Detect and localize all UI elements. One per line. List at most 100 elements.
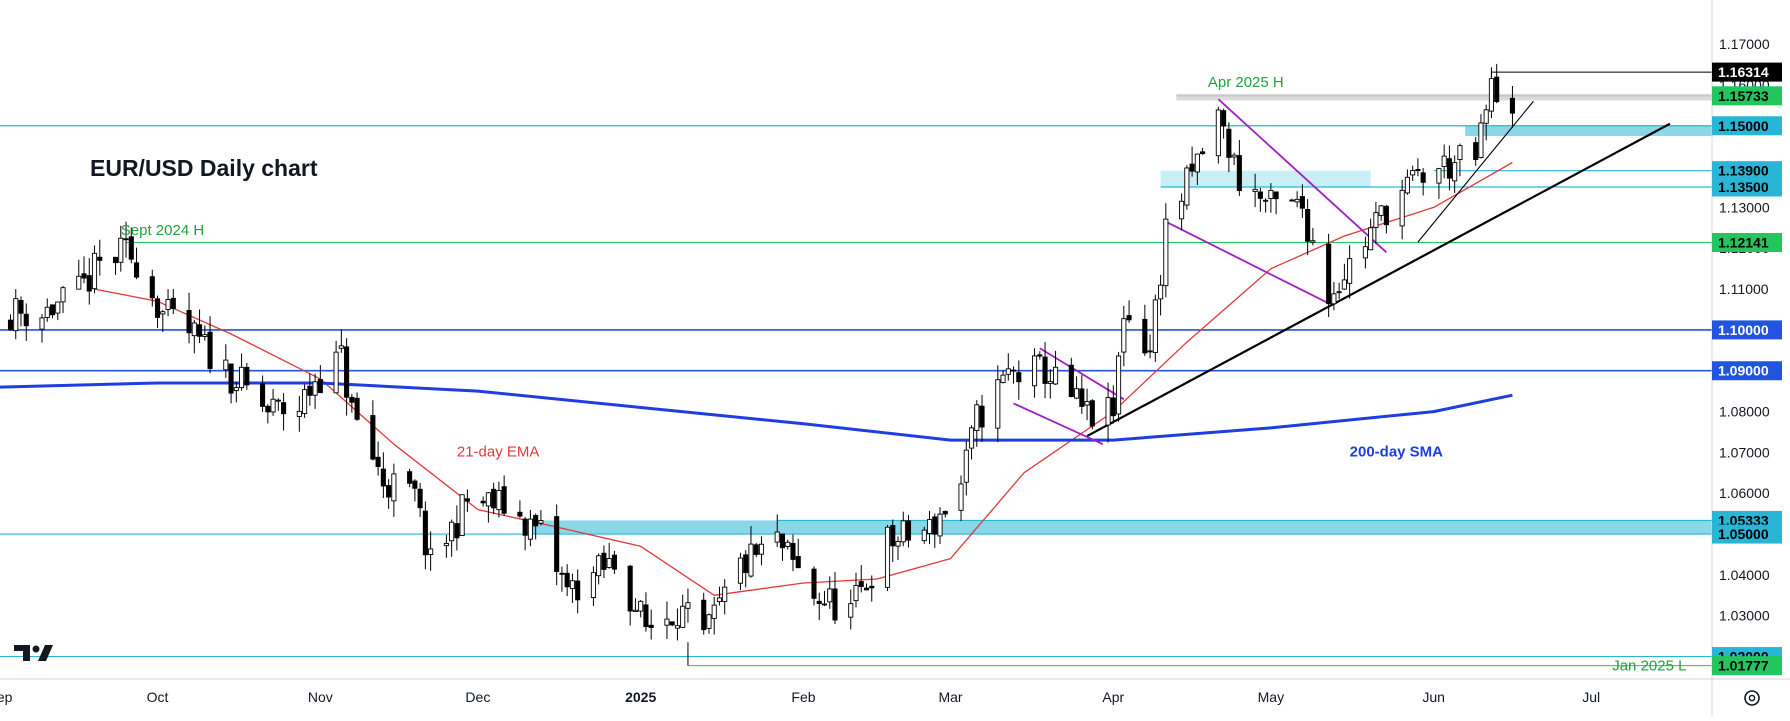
time-tick-label: Oct: [147, 689, 169, 705]
candle-body-up: [496, 490, 502, 511]
chart-settings-gear-icon[interactable]: [1744, 690, 1760, 706]
candle: [863, 583, 870, 591]
candle-body-up: [706, 614, 712, 629]
annotation-label: 21-day EMA: [457, 443, 540, 460]
candle-body-up: [223, 359, 229, 371]
candle-body-up: [974, 404, 980, 431]
candle: [133, 247, 140, 280]
candle: [685, 588, 691, 623]
candle: [611, 550, 617, 575]
candle-body-down: [281, 402, 287, 415]
candle-body-down: [197, 324, 203, 337]
candle: [827, 576, 833, 609]
candle-body-down: [627, 565, 633, 612]
price-tag-1-12141: 1.12141: [1712, 232, 1782, 252]
candle-body-up: [312, 381, 318, 396]
candle: [895, 536, 901, 560]
candle: [1053, 350, 1059, 386]
candle-body-down: [863, 587, 870, 591]
candle: [1179, 193, 1185, 231]
candle-body-up: [39, 317, 45, 330]
candle: [748, 526, 754, 578]
candle: [18, 296, 24, 327]
time-tick-label: Sep: [0, 689, 13, 705]
candle: [296, 395, 302, 432]
candle: [1478, 114, 1484, 159]
candle: [233, 381, 239, 403]
candle-body-up: [333, 351, 339, 394]
candle-body-down: [669, 621, 675, 626]
candle: [1200, 147, 1206, 155]
candle-body-down: [575, 580, 581, 601]
candle-body-down: [559, 572, 565, 575]
candle: [1257, 187, 1263, 212]
candle: [1163, 203, 1169, 298]
candle: [716, 586, 723, 606]
candle: [265, 404, 271, 424]
candle: [753, 542, 759, 558]
candle: [779, 533, 786, 561]
candle-body-up: [1452, 162, 1458, 182]
candle-body-up: [165, 299, 171, 310]
candle: [1483, 104, 1489, 141]
candle-body-up: [270, 398, 276, 413]
candle: [1441, 144, 1447, 179]
candle: [1079, 375, 1085, 414]
annotation-label: Apr 2025 H: [1208, 74, 1284, 91]
candle-body-down: [186, 310, 192, 334]
candle: [370, 400, 376, 461]
candle: [638, 600, 644, 618]
candle: [643, 592, 649, 632]
candle: [559, 566, 565, 592]
candle: [1494, 63, 1500, 104]
candle: [1152, 294, 1158, 362]
candle-body-down: [1079, 388, 1085, 407]
candle-body-down: [701, 599, 707, 631]
candle-body-up: [1179, 200, 1185, 220]
candle: [207, 316, 213, 374]
candle-body-up: [1268, 189, 1274, 199]
candle: [1215, 106, 1221, 164]
candle: [1341, 263, 1347, 290]
candle-body-up: [664, 618, 670, 626]
price-tag-label: 1.05333: [1718, 512, 1769, 528]
candle: [517, 500, 523, 518]
candle: [832, 571, 838, 625]
candle: [1299, 184, 1305, 218]
candle-body-up: [1000, 374, 1006, 383]
candle-body-down: [307, 385, 313, 396]
candle: [1042, 341, 1048, 399]
candle-body-up: [1163, 218, 1169, 287]
candle: [758, 536, 765, 566]
candle: [454, 505, 460, 551]
price-tag-label: 1.13900: [1718, 163, 1769, 179]
candle: [1362, 236, 1368, 269]
candle-body-up: [527, 518, 533, 540]
candle: [60, 285, 66, 314]
candle: [186, 292, 192, 344]
candle: [13, 289, 19, 340]
candle-body-down: [1147, 350, 1153, 353]
candle-body-up: [1032, 355, 1038, 387]
price-tag-1-13900: 1.13900: [1712, 161, 1782, 181]
candle-body-down: [564, 572, 570, 588]
candle-body-up: [785, 541, 791, 547]
candle: [1305, 199, 1311, 255]
candle: [848, 589, 854, 630]
candle: [391, 463, 397, 517]
candle: [191, 320, 197, 354]
time-axis[interactable]: Sep Oct Nov Dec 2025 Feb Mar Apr May Jun Jul: [0, 689, 1600, 705]
chart-title: EUR/USD Daily chart: [90, 155, 318, 181]
candle-body-up: [596, 555, 602, 577]
candle: [407, 468, 413, 488]
tradingview-logo-icon[interactable]: [14, 645, 53, 661]
candle: [1032, 348, 1038, 398]
candle-body-up: [118, 237, 124, 263]
candle: [1294, 191, 1300, 208]
candle-body-up: [302, 389, 308, 414]
candle-body-up: [538, 520, 544, 524]
candle-body-up: [1457, 145, 1463, 160]
support-resistance-zone-3: [1176, 93, 1712, 101]
candle-body-up: [1152, 299, 1158, 354]
